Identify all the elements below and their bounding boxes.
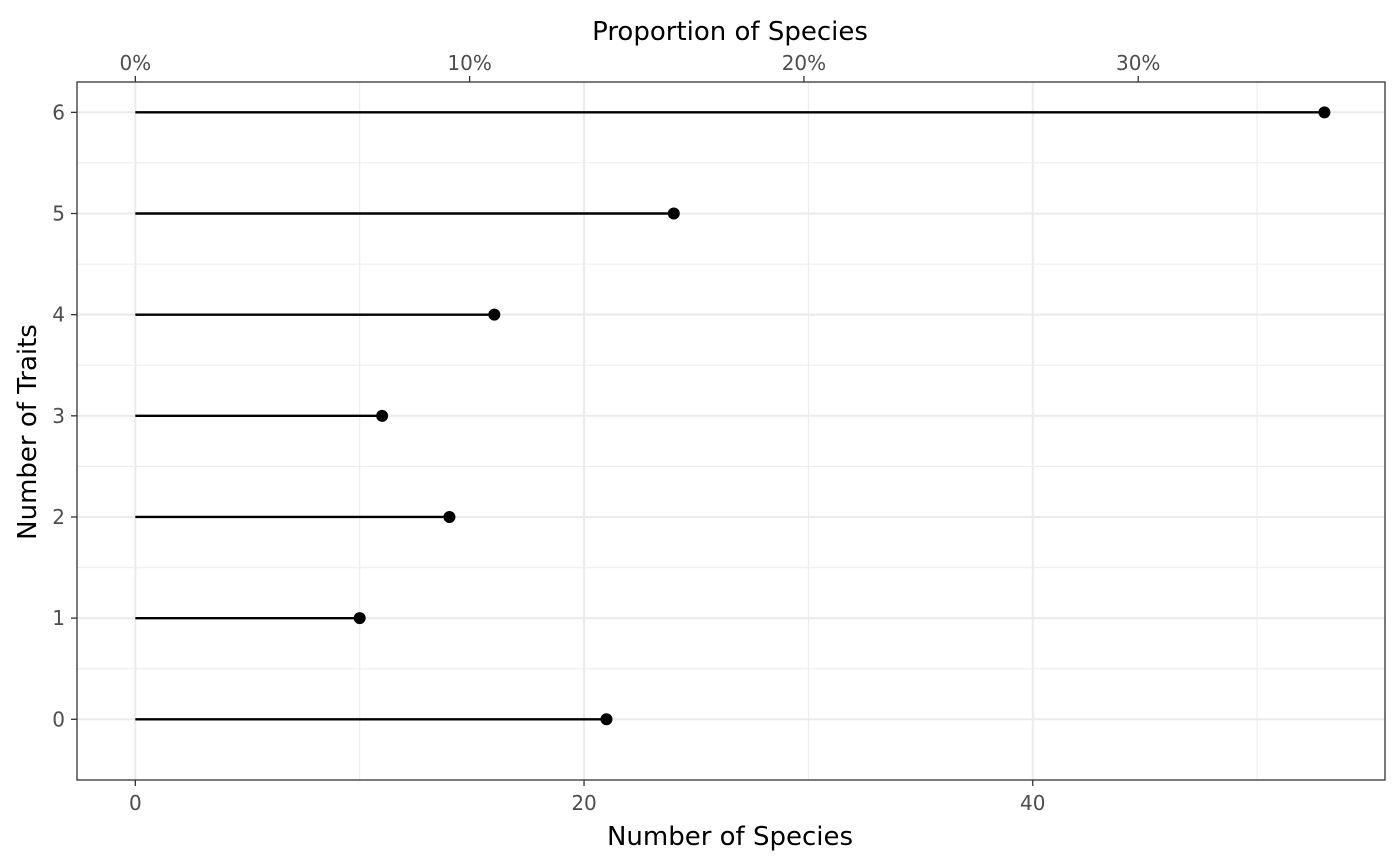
top-tick-label: 30% [1116, 51, 1160, 75]
y-tick-label: 5 [52, 202, 65, 226]
y-tick-label: 0 [52, 707, 65, 731]
x-tick-label: 0 [129, 791, 142, 815]
y-axis-title: Number of Traits [13, 324, 43, 540]
lollipop-point [443, 510, 456, 523]
lollipop-point [353, 612, 366, 625]
grid-layer [77, 82, 1385, 780]
lollipop-point [600, 713, 613, 726]
panel-border [76, 81, 1386, 781]
stem-layer [135, 111, 1325, 721]
x-tick-label: 40 [1020, 791, 1045, 815]
top-axis-title: Proportion of Species [592, 17, 868, 47]
top-tick-label: 0% [119, 51, 151, 75]
point-layer [353, 106, 1331, 726]
y-tick-label: 2 [52, 505, 65, 529]
y-tick-label: 1 [52, 606, 65, 630]
x-axis-title: Number of Species [607, 822, 853, 852]
y-tick-label: 6 [52, 100, 65, 124]
y-tick-label: 3 [52, 404, 65, 428]
lollipop-point [376, 409, 389, 422]
y-tick-label: 4 [52, 303, 65, 327]
x-tick-label: 20 [571, 791, 596, 815]
lollipop-point [667, 207, 680, 220]
lollipop-point [488, 308, 501, 321]
top-tick-label: 20% [782, 51, 826, 75]
top-tick-label: 10% [447, 51, 491, 75]
axis-layer: 0 20 40 0% 10% 20% 30% 0 1 2 3 4 5 6 [52, 51, 1160, 815]
lollipop-point [1318, 106, 1331, 119]
